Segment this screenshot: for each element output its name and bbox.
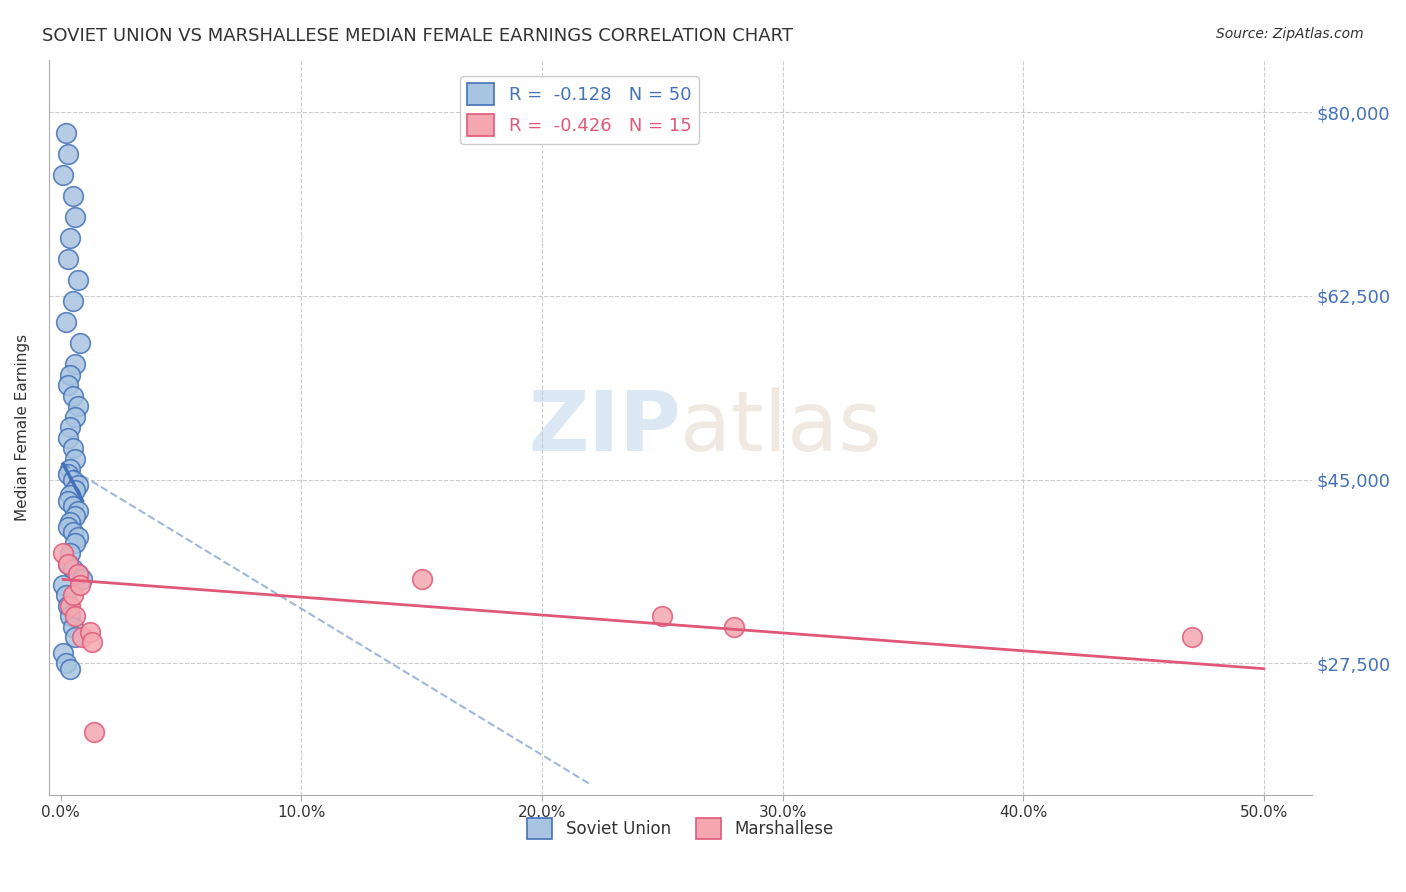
Point (62, 499, 84, 513)
Point (62, 441, 84, 455)
Point (63, 609, 86, 624)
Point (56, 147, 79, 161)
Point (56, 557, 79, 571)
Point (66, 567, 89, 582)
Point (59, 488, 82, 502)
Point (56, 467, 79, 482)
Point (59, 599, 82, 613)
Point (80, 635, 103, 649)
Point (56, 599, 79, 613)
Point (66, 273, 89, 287)
Point (69, 336, 91, 351)
Point (52, 546, 75, 560)
Point (723, 620, 745, 634)
Point (411, 573, 433, 587)
Point (59, 515, 82, 529)
Point (63, 483, 86, 498)
Point (56, 378, 79, 392)
Point (63, 210, 86, 224)
Point (63, 535, 86, 549)
Point (72, 573, 94, 587)
Point (1181, 630, 1204, 644)
Text: atlas: atlas (681, 386, 882, 467)
Point (83, 724, 105, 739)
Point (66, 530, 89, 544)
Point (63, 409, 86, 424)
Point (52, 646, 75, 660)
Text: SOVIET UNION VS MARSHALLESE MEDIAN FEMALE EARNINGS CORRELATION CHART: SOVIET UNION VS MARSHALLESE MEDIAN FEMAL… (42, 27, 793, 45)
Point (55, 315, 77, 329)
Point (651, 609, 673, 624)
Point (62, 473, 84, 487)
Point (66, 399, 89, 413)
Point (56, 431, 79, 445)
Point (62, 294, 84, 309)
Point (59, 546, 82, 560)
Point (63, 357, 86, 371)
Point (52, 168, 75, 182)
Point (62, 588, 84, 602)
Point (62, 562, 84, 576)
Point (55, 657, 77, 671)
Point (62, 189, 84, 203)
Legend: Soviet Union, Marshallese: Soviet Union, Marshallese (520, 812, 839, 846)
Point (79, 624, 101, 639)
Point (66, 504, 89, 518)
Point (56, 252, 79, 267)
Point (59, 420, 82, 434)
Point (62, 525, 84, 540)
Point (66, 567, 89, 582)
Point (56, 520, 79, 534)
Point (63, 630, 86, 644)
Point (59, 662, 82, 676)
Point (55, 588, 77, 602)
Point (63, 451, 86, 466)
Point (56, 493, 79, 508)
Point (59, 609, 82, 624)
Point (62, 389, 84, 403)
Point (72, 630, 94, 644)
Point (55, 126, 77, 140)
Point (59, 231, 82, 245)
Point (52, 577, 75, 591)
Point (69, 577, 91, 591)
Y-axis label: Median Female Earnings: Median Female Earnings (15, 334, 30, 521)
Point (59, 462, 82, 476)
Text: ZIP: ZIP (527, 386, 681, 467)
Point (66, 478, 89, 492)
Point (59, 368, 82, 382)
Point (63, 509, 86, 524)
Point (56, 557, 79, 571)
Text: Source: ZipAtlas.com: Source: ZipAtlas.com (1216, 27, 1364, 41)
Point (62, 620, 84, 634)
